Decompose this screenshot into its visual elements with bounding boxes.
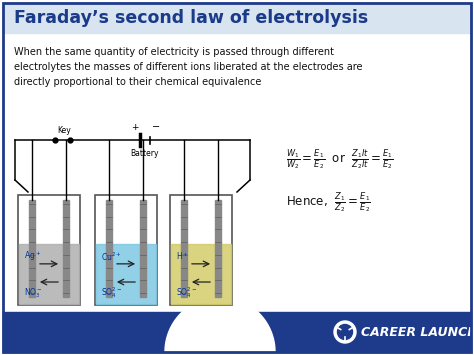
Bar [19,244,79,304]
Text: Battery: Battery [131,149,159,158]
Text: When the same quantity of electricity is passed through different
electrolytes t: When the same quantity of electricity is… [14,47,363,87]
Bar [95,195,157,305]
Bar [181,200,187,297]
Circle shape [337,324,353,339]
Text: Key: Key [57,126,71,135]
Bar [63,200,69,297]
Text: SO$_4^{2-}$: SO$_4^{2-}$ [101,285,122,300]
Bar [106,200,112,297]
Bar [96,244,156,304]
Text: Ag$^+$: Ag$^+$ [24,250,41,263]
Text: +: + [131,123,139,132]
Bar [18,195,80,305]
Bar [215,200,221,297]
Text: H$^+$: H$^+$ [176,251,189,262]
Bar [29,200,35,297]
Text: $\frac{W_1}{W_2} = \frac{E_1}{E_2}$  or  $\frac{Z_1It}{Z_2It} = \frac{E_1}{E_2}$: $\frac{W_1}{W_2} = \frac{E_1}{E_2}$ or $… [286,147,394,171]
Bar [171,244,231,304]
Bar [3,312,471,352]
Text: Faraday’s second law of electrolysis: Faraday’s second law of electrolysis [14,9,368,27]
Text: CAREER LAUNCHER: CAREER LAUNCHER [361,326,474,339]
Text: Hence,  $\frac{Z_1}{Z_2} = \frac{E_1}{E_2}$: Hence, $\frac{Z_1}{Z_2} = \frac{E_1}{E_2… [286,190,371,215]
Text: −: − [152,122,160,132]
Bar [140,200,146,297]
Text: Cu$^{2+}$: Cu$^{2+}$ [101,250,122,263]
Circle shape [334,321,356,343]
Bar [170,195,232,305]
Bar [3,3,471,33]
Polygon shape [165,297,275,352]
Text: SO$_4^{2-}$: SO$_4^{2-}$ [176,285,197,300]
Text: NO$_3^-$: NO$_3^-$ [24,286,43,300]
